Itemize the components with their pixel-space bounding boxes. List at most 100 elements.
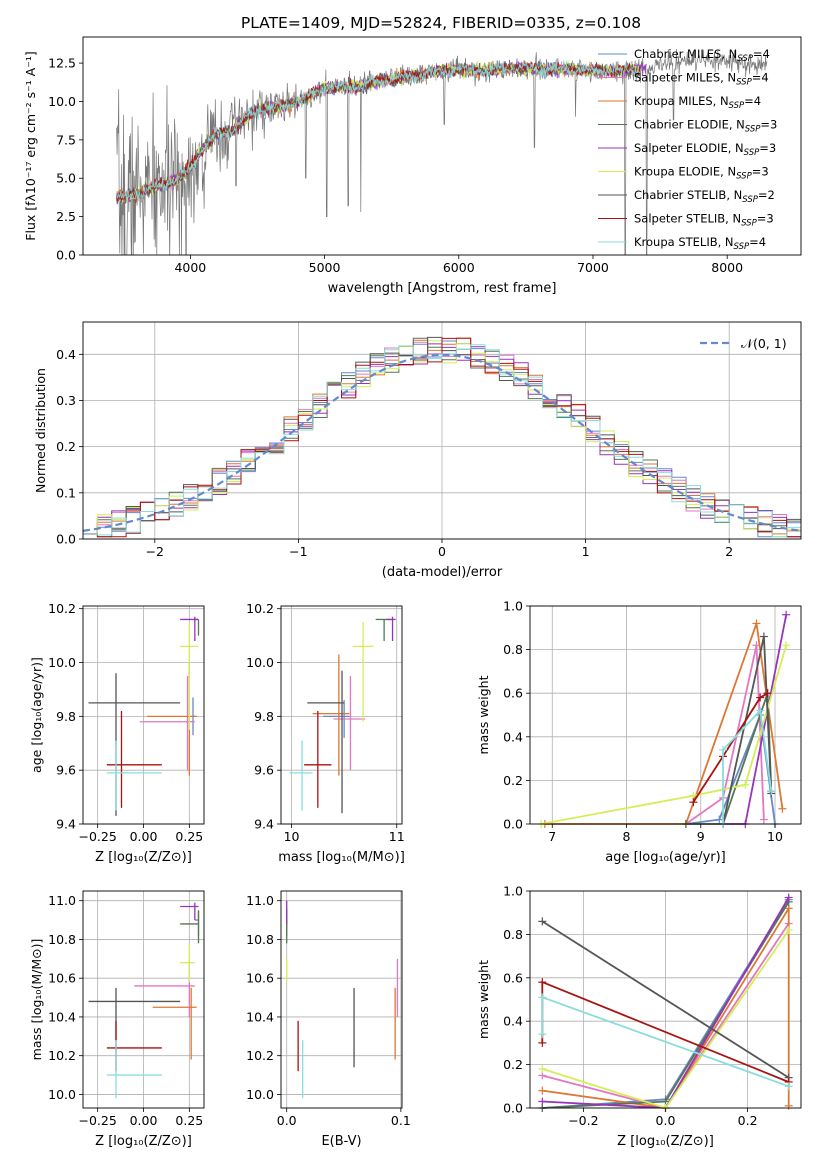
data-point xyxy=(289,740,313,811)
data-point xyxy=(180,622,199,730)
x-tick-label: 0.0 xyxy=(656,1113,676,1128)
y-tick-label: 10.0 xyxy=(48,1087,76,1102)
y-tick-label: 0.6 xyxy=(503,970,523,985)
legend-entry: Kroupa ELODIE, NSSP=3 xyxy=(634,165,769,182)
y-axis-label: mass weight xyxy=(476,675,491,754)
panel-spectrum: 4000 5000 6000 7000 8000 0.0 2.5 5.0 7.5 10.0 12.5… xyxy=(23,36,802,296)
x-axis-label: age [log₁₀(age/yr)] xyxy=(605,850,726,865)
legend-entry: Chabrier MILES, NSSP=4 xyxy=(634,47,770,64)
y-tick-label: 10.6 xyxy=(48,971,76,986)
data-point xyxy=(180,910,200,944)
weight-marker xyxy=(538,1086,547,1095)
y-tick-label: 11.0 xyxy=(246,893,274,908)
data-point xyxy=(106,710,162,808)
y-tick-label: 7.5 xyxy=(56,132,76,147)
x-tick-label: 0.00 xyxy=(130,829,158,844)
y-tick-label: 0.3 xyxy=(56,393,76,408)
panel-mass-vs-Z: −0.25 0.00 0.25 10.0 10.2 10.4 10.6 10.8 11.0 Z [… xyxy=(29,890,205,1149)
data-point xyxy=(304,710,332,808)
weight-series-line xyxy=(541,920,790,1079)
y-tick-label: 10.0 xyxy=(246,655,274,670)
legend: 𝒩(0, 1) xyxy=(700,336,787,351)
weight-marker xyxy=(538,917,547,926)
x-tick-label: 9 xyxy=(697,829,705,844)
y-tick-label: 10.4 xyxy=(246,1009,274,1024)
weight-marker xyxy=(784,926,793,935)
y-tick-label: 0.0 xyxy=(503,1101,523,1116)
panel-residuals: −2 −1 0 1 2 0.0 0.1 0.2 0.3 0.4 (data-model)/error… xyxy=(33,321,802,580)
weight-marker xyxy=(538,1038,547,1047)
x-axis-label: (data-model)/error xyxy=(382,565,503,580)
y-tick-label: 0.4 xyxy=(503,729,523,744)
data-point xyxy=(312,654,350,776)
x-tick-label: 0.2 xyxy=(738,1113,758,1128)
weight-marker xyxy=(719,745,728,754)
weight-marker xyxy=(538,1097,547,1106)
weight-marker xyxy=(784,1101,793,1110)
x-tick-label: 0.1 xyxy=(391,1113,411,1128)
weight-series-line xyxy=(692,692,769,803)
panel-weight-vs-Z: −0.2 0.0 0.2 0.0 0.2 0.4 0.6 0.8 1.0 Z [log₁₀(Z/Z… xyxy=(476,884,802,1149)
weight-marker xyxy=(767,787,776,796)
y-axis-label: mass [log₁₀(M/M⊙)] xyxy=(29,939,44,1061)
weight-marker xyxy=(756,706,765,715)
weight-marker xyxy=(778,804,787,813)
y-tick-label: 0.0 xyxy=(56,248,76,263)
weight-marker xyxy=(784,893,793,902)
data-point xyxy=(139,675,195,771)
data-point xyxy=(88,987,181,1041)
x-tick-label: 2 xyxy=(725,544,733,559)
weight-marker xyxy=(782,610,791,619)
data-point xyxy=(352,622,374,722)
x-tick-label: 11 xyxy=(389,829,405,844)
axes-frame xyxy=(280,605,403,825)
y-tick-label: 0.4 xyxy=(56,347,76,362)
x-tick-label: 8000 xyxy=(711,260,743,275)
data-point xyxy=(180,943,195,983)
y-tick-label: 10.0 xyxy=(48,655,76,670)
residual-histogram xyxy=(83,337,801,539)
residual-histogram xyxy=(83,344,801,539)
x-tick-label: 7000 xyxy=(577,260,609,275)
y-tick-label: 9.4 xyxy=(254,817,274,832)
y-tick-label: 0.1 xyxy=(56,485,76,500)
panel-age-vs-Z: −0.25 0.00 0.25 9.4 9.6 9.8 10.0 10.2 Z [log₁₀(Z… xyxy=(29,601,205,865)
y-tick-label: 10.6 xyxy=(246,971,274,986)
y-axis-label: Flux [fλ10⁻¹⁷ erg cm⁻² s⁻¹ A⁻¹] xyxy=(23,51,38,240)
x-tick-label: 0.25 xyxy=(175,1113,203,1128)
weight-marker xyxy=(782,641,791,650)
x-tick-label: 10 xyxy=(284,829,300,844)
weight-marker xyxy=(763,689,772,698)
legend-entry: Salpeter ELODIE, NSSP=3 xyxy=(634,141,776,158)
weight-series-line xyxy=(723,614,788,825)
legend-entry: Kroupa STELIB, NSSP=4 xyxy=(634,235,766,252)
x-tick-label: 7 xyxy=(548,829,556,844)
x-axis-label: Z [log₁₀(Z/Z⊙)] xyxy=(95,1134,192,1149)
y-tick-label: 10.8 xyxy=(48,932,76,947)
legend: Chabrier MILES, NSSP=4 Salpeter MILES, NS… xyxy=(598,47,777,252)
weight-marker xyxy=(538,1030,547,1039)
y-tick-label: 0.2 xyxy=(503,1057,523,1072)
y-tick-label: 0.4 xyxy=(503,1014,523,1029)
x-axis-label: E(B-V) xyxy=(321,1134,361,1149)
data-point xyxy=(152,987,197,1060)
x-tick-label: 1 xyxy=(582,544,590,559)
grid xyxy=(83,606,204,825)
x-tick-label: 4000 xyxy=(174,260,206,275)
x-tick-label: 10 xyxy=(767,829,783,844)
data-point xyxy=(106,1040,162,1099)
y-tick-label: 9.8 xyxy=(56,709,76,724)
y-tick-label: 10.0 xyxy=(48,94,76,109)
x-tick-label: −0.2 xyxy=(568,1113,598,1128)
y-tick-label: 10.2 xyxy=(246,601,274,616)
y-tick-label: 10.8 xyxy=(246,932,274,947)
weight-series-line xyxy=(722,708,773,824)
y-tick-label: 0.2 xyxy=(56,439,76,454)
x-tick-label: 5000 xyxy=(309,260,341,275)
data-point xyxy=(307,670,345,814)
y-tick-label: 0.2 xyxy=(503,773,523,788)
figure-title: PLATE=1409, MJD=52824, FIBERID=0335, z=0… xyxy=(241,14,641,32)
x-axis-label: mass [log₁₀(M/M⊙)] xyxy=(278,850,405,865)
y-axis-label: mass weight xyxy=(476,960,491,1039)
